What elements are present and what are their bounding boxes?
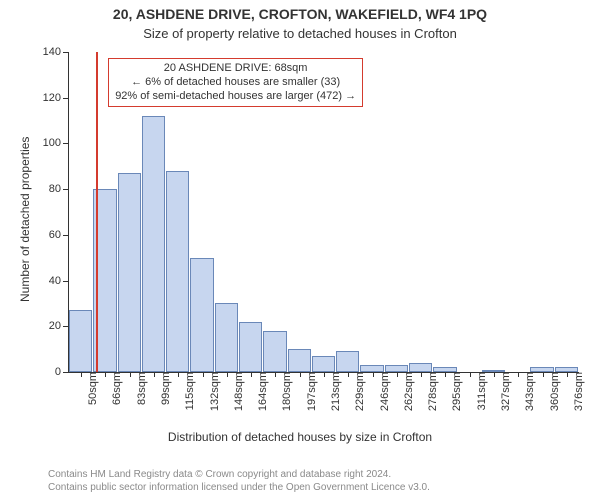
x-axis-label: Distribution of detached houses by size … xyxy=(0,430,600,444)
x-tick xyxy=(130,372,131,377)
y-tick-label: 100 xyxy=(43,137,69,149)
x-tick xyxy=(203,372,204,377)
x-tick xyxy=(178,372,179,377)
x-tick xyxy=(397,372,398,377)
bar xyxy=(288,349,311,372)
y-tick-label: 20 xyxy=(49,320,69,332)
x-tick xyxy=(275,372,276,377)
bar xyxy=(166,171,189,372)
x-tick xyxy=(567,372,568,377)
y-tick-label: 80 xyxy=(49,183,69,195)
x-tick xyxy=(494,372,495,377)
annotation-line: 20 ASHDENE DRIVE: 68sqm xyxy=(115,62,356,76)
bar xyxy=(263,331,286,372)
x-tick-label: 262sqm xyxy=(401,372,415,411)
annotation-line: 92% of semi-detached houses are larger (… xyxy=(115,90,356,104)
x-tick-label: 66sqm xyxy=(109,372,123,405)
annotation-box: 20 ASHDENE DRIVE: 68sqm← 6% of detached … xyxy=(108,58,363,107)
bar xyxy=(409,363,432,372)
bar xyxy=(190,258,213,372)
x-tick xyxy=(105,372,106,377)
x-tick xyxy=(373,372,374,377)
marker-line xyxy=(96,52,98,372)
x-tick xyxy=(154,372,155,377)
chart-container: { "title": "20, ASHDENE DRIVE, CROFTON, … xyxy=(0,0,600,500)
x-tick xyxy=(543,372,544,377)
bar xyxy=(360,365,383,372)
x-tick-label: 148sqm xyxy=(231,372,245,411)
plot-area: 02040608010012014050sqm66sqm83sqm99sqm11… xyxy=(68,52,579,373)
y-tick-label: 0 xyxy=(55,366,69,378)
bar xyxy=(215,303,238,372)
x-tick-label: 213sqm xyxy=(328,372,342,411)
x-tick xyxy=(81,372,82,377)
x-tick xyxy=(300,372,301,377)
x-tick-label: 50sqm xyxy=(85,372,99,405)
y-axis-label: Number of detached properties xyxy=(18,136,32,301)
x-tick-label: 83sqm xyxy=(134,372,148,405)
bar xyxy=(239,322,262,372)
x-tick xyxy=(518,372,519,377)
x-tick-label: 360sqm xyxy=(547,372,561,411)
x-tick xyxy=(348,372,349,377)
x-tick-label: 343sqm xyxy=(522,372,536,411)
x-tick xyxy=(421,372,422,377)
y-tick-label: 40 xyxy=(49,275,69,287)
x-tick-label: 229sqm xyxy=(352,372,366,411)
x-tick-label: 197sqm xyxy=(304,372,318,411)
x-tick-label: 132sqm xyxy=(207,372,221,411)
bar xyxy=(312,356,335,372)
y-tick-label: 120 xyxy=(43,92,69,104)
x-tick xyxy=(470,372,471,377)
x-tick xyxy=(445,372,446,377)
x-tick-label: 278sqm xyxy=(425,372,439,411)
x-tick-label: 311sqm xyxy=(474,372,488,410)
bar xyxy=(142,116,165,372)
x-tick-label: 246sqm xyxy=(377,372,391,411)
x-tick-label: 376sqm xyxy=(571,372,585,411)
x-tick-label: 180sqm xyxy=(279,372,293,411)
x-tick-label: 295sqm xyxy=(449,372,463,411)
annotation-line: ← 6% of detached houses are smaller (33) xyxy=(115,76,356,90)
x-tick xyxy=(251,372,252,377)
footer-attribution: Contains HM Land Registry data © Crown c… xyxy=(48,469,430,494)
bar xyxy=(336,351,359,372)
x-tick-label: 99sqm xyxy=(158,372,172,405)
x-tick xyxy=(227,372,228,377)
bar xyxy=(385,365,408,372)
page-subtitle: Size of property relative to detached ho… xyxy=(0,26,600,41)
bar xyxy=(118,173,141,372)
footer-line-1: Contains HM Land Registry data © Crown c… xyxy=(48,469,430,482)
x-tick-label: 164sqm xyxy=(255,372,269,411)
bar xyxy=(69,310,92,372)
x-tick-label: 115sqm xyxy=(182,372,196,410)
y-tick-label: 140 xyxy=(43,46,69,58)
x-tick-label: 327sqm xyxy=(498,372,512,411)
x-tick xyxy=(324,372,325,377)
page-title: 20, ASHDENE DRIVE, CROFTON, WAKEFIELD, W… xyxy=(0,6,600,22)
y-tick-label: 60 xyxy=(49,229,69,241)
footer-line-2: Contains public sector information licen… xyxy=(48,482,430,495)
